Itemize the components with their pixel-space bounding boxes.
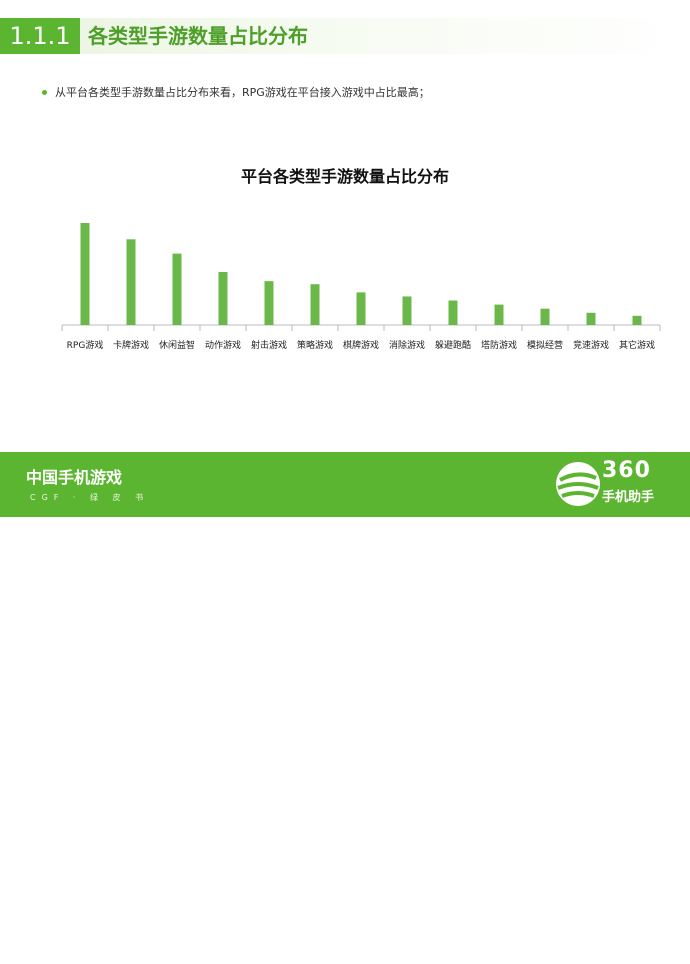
bar <box>402 296 412 325</box>
bar <box>632 315 642 325</box>
bar <box>80 223 90 325</box>
bar <box>126 239 136 325</box>
bar <box>356 292 366 325</box>
x-tick-label: 躲避跑酷 <box>435 339 471 351</box>
section-number: 1.1.1 <box>0 18 80 54</box>
x-tick-label: 模拟经营 <box>527 339 563 351</box>
bar <box>586 312 596 325</box>
x-tick-label: 卡牌游戏 <box>113 339 149 351</box>
bar <box>310 284 320 325</box>
x-tick-label: 竞速游戏 <box>573 339 609 351</box>
x-tick-label: 消除游戏 <box>389 339 425 351</box>
brand-number: 360 <box>602 458 651 483</box>
x-tick-label: 塔防游戏 <box>481 339 517 351</box>
bullet-text: 从平台各类型手游数量占比分布来看，RPG游戏在平台接入游戏中占比最高； <box>55 86 430 99</box>
bar <box>540 308 550 325</box>
x-tick-label: 其它游戏 <box>619 339 655 351</box>
watermark: C 大数跨境 <box>6 950 62 963</box>
bar-chart: RPG游戏 卡牌游戏 休闲益智 动作游戏 射击游戏 策略游戏 棋牌游戏 消除游戏 躲避跑酷 塔防游… <box>61 223 661 351</box>
bar <box>264 281 274 325</box>
header-band <box>0 18 690 54</box>
section-title: 各类型手游数量占比分布 <box>88 24 308 48</box>
bar <box>172 253 182 325</box>
x-tick-label: RPG游戏 <box>67 339 104 351</box>
bullet-dot-icon <box>42 89 47 95</box>
x-tick-label: 策略游戏 <box>297 339 333 351</box>
brand-logo-icon <box>556 462 600 506</box>
bar <box>218 271 228 325</box>
footer-title: 中国手机游戏 <box>26 468 123 487</box>
chart-title: 平台各类型手游数量占比分布 <box>240 167 449 186</box>
bullet-point: 从平台各类型手游数量占比分布来看，RPG游戏在平台接入游戏中占比最高； <box>42 84 430 100</box>
footer: 中国手机游戏 CGF · 绿 皮 书 360 手机助手 C 大数跨境 <box>0 452 690 963</box>
brand-name: 手机助手 <box>602 490 655 505</box>
x-tick-label: 休闲益智 <box>159 339 195 351</box>
x-tick-label: 棋牌游戏 <box>343 339 379 351</box>
bar <box>494 304 504 325</box>
x-tick-label: 射击游戏 <box>251 339 287 351</box>
bar <box>448 300 458 325</box>
footer-subtitle: CGF · 绿 皮 书 <box>30 493 150 502</box>
x-tick-label: 动作游戏 <box>205 339 241 351</box>
